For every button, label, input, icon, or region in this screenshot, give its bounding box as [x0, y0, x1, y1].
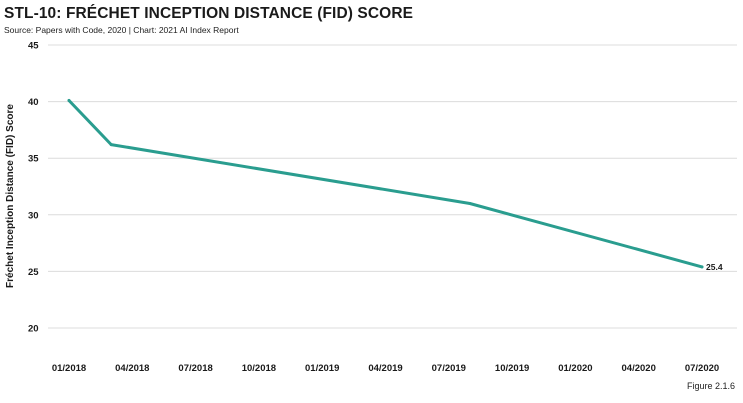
x-tick-label: 01/2019 [305, 363, 339, 374]
data-point [700, 265, 704, 269]
y-tick-label: 45 [28, 41, 39, 52]
x-tick-label: 07/2019 [432, 363, 466, 374]
x-tick-label: 01/2018 [52, 363, 86, 374]
x-tick-label: 10/2018 [242, 363, 276, 374]
x-tick-label: 07/2020 [685, 363, 719, 374]
y-tick-label: 40 [28, 97, 39, 108]
x-tick-label: 04/2020 [622, 363, 656, 374]
y-axis-title: Fréchet Inception Distance (FID) Score [5, 104, 16, 288]
y-tick-label: 35 [28, 154, 39, 165]
figure-label: Figure 2.1.6 [686, 381, 735, 391]
x-tick-label: 01/2020 [558, 363, 592, 374]
x-axis-ticks: 01/2018 04/2018 07/2018 10/2018 01/2019 04/20… [52, 363, 719, 374]
y-axis-ticks: 20 25 30 35 40 45 [28, 41, 39, 335]
y-tick-label: 30 [28, 210, 39, 221]
y-tick-label: 20 [28, 324, 39, 335]
x-tick-label: 07/2018 [178, 363, 212, 374]
series-layer [67, 98, 704, 269]
data-point [67, 98, 71, 102]
x-tick-label: 10/2019 [495, 363, 529, 374]
series-line [67, 99, 704, 269]
data-point [468, 201, 472, 205]
chart-subtitle: Source: Papers with Code, 2020 | Chart: … [4, 25, 239, 35]
data-labels: 25.4 [706, 262, 723, 272]
x-tick-label: 04/2018 [115, 363, 149, 374]
chart-title: STL-10: FRÉCHET INCEPTION DISTANCE (FID)… [4, 5, 414, 22]
data-label: 25.4 [706, 262, 723, 272]
x-tick-label: 04/2019 [368, 363, 402, 374]
y-tick-label: 25 [28, 267, 39, 278]
gridlines [48, 44, 737, 329]
data-point [109, 143, 113, 147]
